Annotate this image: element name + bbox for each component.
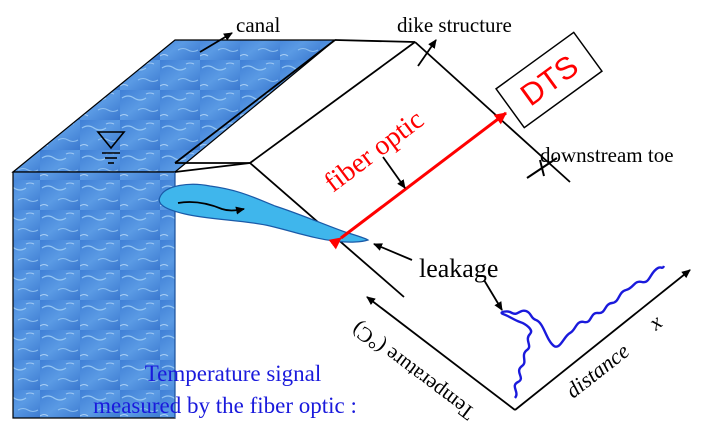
canal-water-surface	[11, 39, 337, 173]
caption-line-2: measured by the fiber optic :	[93, 393, 357, 418]
caption-line-1: Temperature signal	[145, 361, 322, 386]
leakage-pointer	[373, 243, 413, 261]
leakage-label: leakage	[419, 254, 498, 283]
distance-axis-label: distance	[561, 338, 634, 403]
flow-arrow	[177, 201, 245, 215]
canal-label: canal	[236, 13, 280, 37]
downstream-toe-label: downstream toe	[540, 143, 674, 167]
fiber-label-pointer	[382, 156, 406, 189]
dike-structure-label: dike structure	[397, 13, 512, 37]
temperature-plot-axes	[366, 269, 691, 411]
dike-structure-pointer	[417, 39, 437, 67]
distance-symbol: x	[643, 309, 667, 335]
temperature-axis	[366, 296, 516, 411]
fiber-optic-line	[328, 111, 507, 250]
temperature-signal-curve	[500, 265, 666, 399]
canal-pointer	[199, 32, 233, 53]
water-level-icon	[96, 131, 126, 164]
toe-marker-tick	[539, 159, 545, 177]
distance-axis	[514, 269, 691, 411]
leakage-signal-pointer	[483, 279, 503, 311]
dts-box: DTS	[495, 31, 603, 129]
